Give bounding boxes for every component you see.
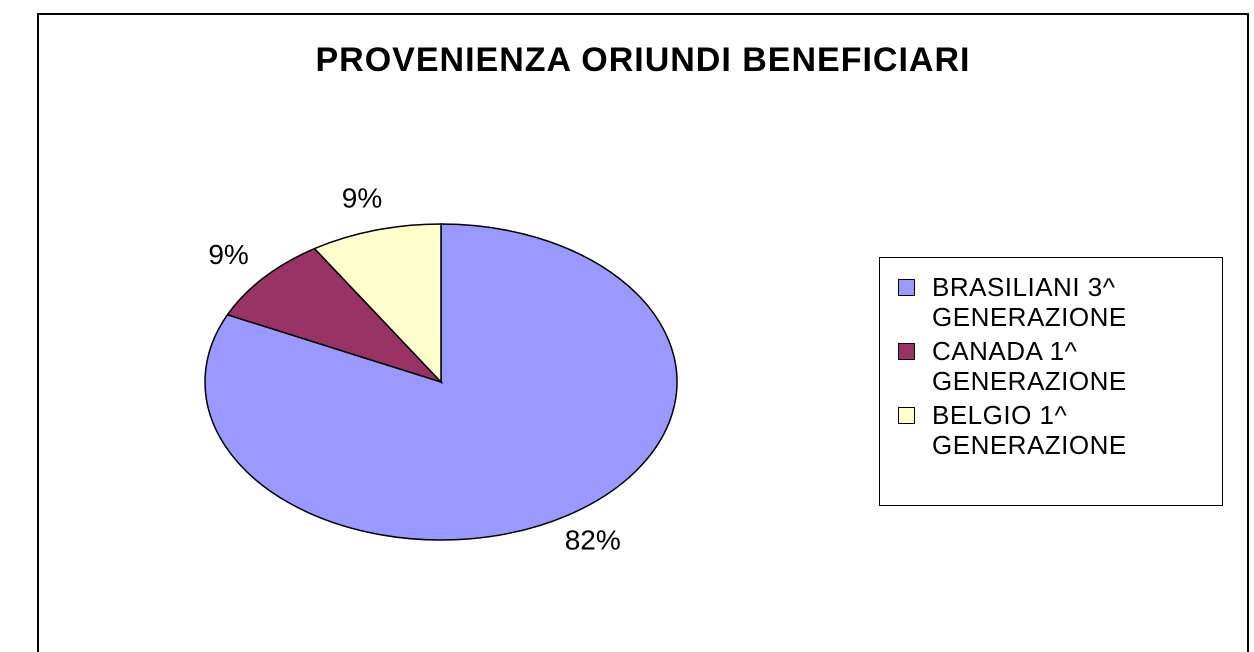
legend-swatch bbox=[898, 343, 915, 360]
data-label: 9% bbox=[342, 182, 382, 213]
chart-frame bbox=[37, 13, 1249, 652]
legend-label: BRASILIANI 3^ GENERAZIONE bbox=[932, 272, 1127, 332]
legend-swatch bbox=[898, 407, 915, 424]
legend-label: BELGIO 1^ GENERAZIONE bbox=[932, 400, 1127, 460]
legend-item: BRASILIANI 3^ GENERAZIONE bbox=[896, 272, 1222, 332]
legend-item: BELGIO 1^ GENERAZIONE bbox=[896, 400, 1222, 460]
chart-title: PROVENIENZA ORIUNDI BENEFICIARI bbox=[315, 41, 970, 79]
legend-swatch bbox=[898, 279, 915, 296]
pie-slice bbox=[313, 223, 442, 384]
legend: BRASILIANI 3^ GENERAZIONE CANADA 1^ GENER… bbox=[879, 257, 1223, 506]
data-label: 9% bbox=[208, 239, 248, 270]
pie-slice bbox=[226, 247, 444, 384]
legend-label: CANADA 1^ GENERAZIONE bbox=[932, 336, 1127, 396]
legend-item: CANADA 1^ GENERAZIONE bbox=[896, 336, 1222, 396]
data-label: 82% bbox=[565, 524, 621, 555]
